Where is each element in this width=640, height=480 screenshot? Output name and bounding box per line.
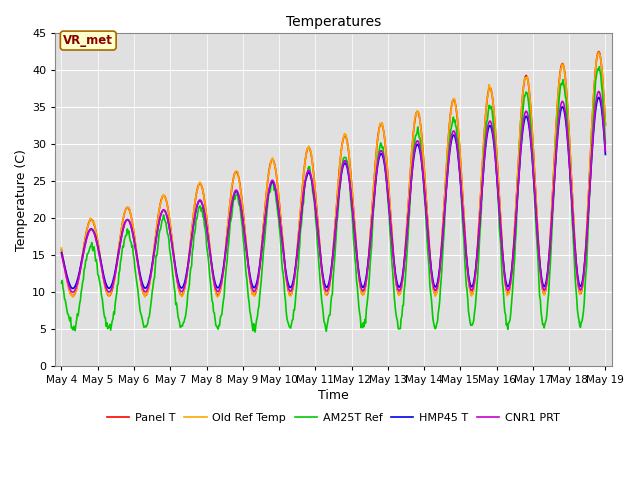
Panel T xyxy=(58,247,65,252)
X-axis label: Time: Time xyxy=(318,389,349,403)
Y-axis label: Temperature (C): Temperature (C) xyxy=(15,149,28,251)
AM25T Ref xyxy=(67,325,75,331)
Legend: Panel T, Old Ref Temp, AM25T Ref, HMP45 T, CNR1 PRT: Panel T, Old Ref Temp, AM25T Ref, HMP45 … xyxy=(103,408,564,427)
Text: VR_met: VR_met xyxy=(63,34,113,47)
CNR1 PRT xyxy=(58,252,65,257)
AM25T Ref xyxy=(179,323,186,329)
AM25T Ref xyxy=(58,280,65,286)
Panel T xyxy=(69,293,77,299)
Line: HMP45 T: HMP45 T xyxy=(61,97,605,288)
CNR1 PRT xyxy=(416,145,424,151)
HMP45 T xyxy=(401,260,408,265)
HMP45 T xyxy=(124,217,132,223)
CNR1 PRT xyxy=(67,288,75,294)
Panel T xyxy=(595,48,602,54)
Line: CNR1 PRT: CNR1 PRT xyxy=(61,91,605,292)
AM25T Ref xyxy=(602,141,609,146)
HMP45 T xyxy=(67,285,75,290)
AM25T Ref xyxy=(416,135,424,141)
Panel T xyxy=(602,122,609,128)
Old Ref Temp xyxy=(179,291,187,297)
AM25T Ref xyxy=(207,289,215,295)
HMP45 T xyxy=(416,149,424,155)
HMP45 T xyxy=(69,286,77,291)
Line: Panel T: Panel T xyxy=(61,51,605,296)
CNR1 PRT xyxy=(602,148,609,154)
Old Ref Temp xyxy=(208,264,216,270)
Panel T xyxy=(401,260,408,266)
HMP45 T xyxy=(595,95,602,100)
AM25T Ref xyxy=(595,64,603,70)
Old Ref Temp xyxy=(602,122,609,128)
CNR1 PRT xyxy=(208,266,216,272)
Panel T xyxy=(124,205,132,211)
Panel T xyxy=(67,292,75,298)
CNR1 PRT xyxy=(69,289,77,295)
CNR1 PRT xyxy=(595,88,602,94)
CNR1 PRT xyxy=(179,287,187,293)
Panel T xyxy=(208,265,216,271)
AM25T Ref xyxy=(401,287,408,293)
Panel T xyxy=(416,118,424,124)
AM25T Ref xyxy=(252,329,259,335)
Old Ref Temp xyxy=(67,292,75,298)
HMP45 T xyxy=(179,283,187,289)
CNR1 PRT xyxy=(401,262,408,268)
Line: AM25T Ref: AM25T Ref xyxy=(61,67,605,332)
HMP45 T xyxy=(208,264,216,270)
CNR1 PRT xyxy=(124,217,132,223)
Old Ref Temp xyxy=(124,204,132,210)
Old Ref Temp xyxy=(416,119,424,124)
Old Ref Temp xyxy=(595,49,602,55)
Panel T xyxy=(179,290,187,296)
AM25T Ref xyxy=(124,226,131,232)
Old Ref Temp xyxy=(58,245,65,251)
Title: Temperatures: Temperatures xyxy=(286,15,381,29)
Line: Old Ref Temp: Old Ref Temp xyxy=(61,52,605,297)
HMP45 T xyxy=(602,152,609,157)
HMP45 T xyxy=(58,250,65,255)
Old Ref Temp xyxy=(401,261,408,266)
Old Ref Temp xyxy=(69,294,77,300)
